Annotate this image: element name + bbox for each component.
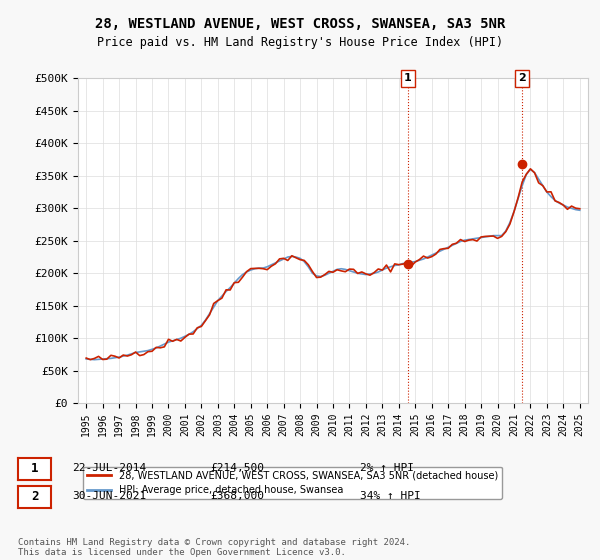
- Text: 34% ↑ HPI: 34% ↑ HPI: [360, 491, 421, 501]
- Text: 2% ↑ HPI: 2% ↑ HPI: [360, 463, 414, 473]
- Text: £368,000: £368,000: [210, 491, 264, 501]
- Text: Contains HM Land Registry data © Crown copyright and database right 2024.
This d: Contains HM Land Registry data © Crown c…: [18, 538, 410, 557]
- Text: 2: 2: [518, 73, 526, 83]
- Text: 22-JUL-2014: 22-JUL-2014: [72, 463, 146, 473]
- Text: 1: 1: [31, 462, 38, 475]
- Text: 1: 1: [404, 73, 412, 83]
- Text: 30-JUN-2021: 30-JUN-2021: [72, 491, 146, 501]
- Legend: 28, WESTLAND AVENUE, WEST CROSS, SWANSEA, SA3 5NR (detached house), HPI: Average: 28, WESTLAND AVENUE, WEST CROSS, SWANSEA…: [83, 466, 502, 499]
- Text: 28, WESTLAND AVENUE, WEST CROSS, SWANSEA, SA3 5NR: 28, WESTLAND AVENUE, WEST CROSS, SWANSEA…: [95, 17, 505, 31]
- Text: £214,500: £214,500: [210, 463, 264, 473]
- Text: Price paid vs. HM Land Registry's House Price Index (HPI): Price paid vs. HM Land Registry's House …: [97, 36, 503, 49]
- Text: 2: 2: [31, 490, 38, 503]
